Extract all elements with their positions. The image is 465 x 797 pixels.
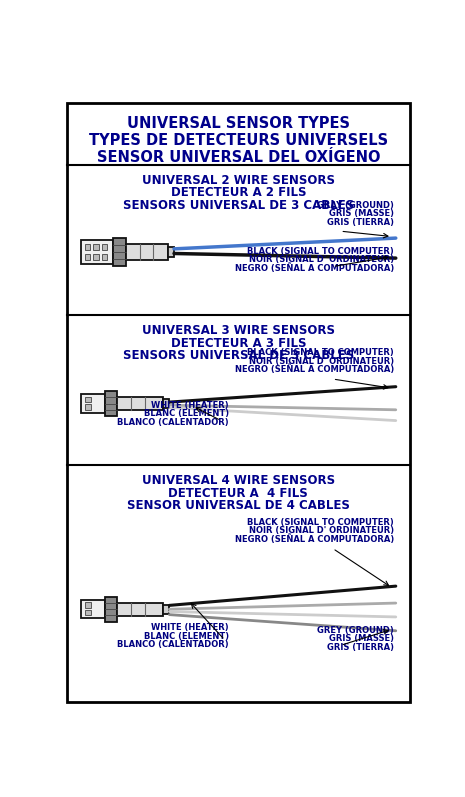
Text: BLANCO (CALENTADOR): BLANCO (CALENTADOR)	[117, 640, 229, 650]
Text: GRIS (TIERRA): GRIS (TIERRA)	[327, 642, 394, 652]
Bar	[102, 254, 107, 261]
Text: BLANC (ELEMENT): BLANC (ELEMENT)	[144, 410, 229, 418]
Bar	[117, 397, 163, 410]
Bar	[81, 600, 106, 618]
Text: UNIVERSAL 4 WIRE SENSORS: UNIVERSAL 4 WIRE SENSORS	[142, 474, 335, 488]
Text: BLACK (SIGNAL TO COMPUTER): BLACK (SIGNAL TO COMPUTER)	[247, 348, 394, 357]
Text: NOIR (SIGNAL D' ORDINATEUR): NOIR (SIGNAL D' ORDINATEUR)	[249, 357, 394, 366]
Text: NEGRO (SEÑAL A COMPUTADORA): NEGRO (SEÑAL A COMPUTADORA)	[235, 534, 394, 544]
Text: DETECTEUR A 3 FILS: DETECTEUR A 3 FILS	[171, 336, 306, 350]
Bar	[81, 395, 106, 413]
Bar	[81, 240, 113, 265]
Text: BLANCO (CALENTADOR): BLANCO (CALENTADOR)	[117, 418, 229, 426]
Bar	[93, 254, 99, 261]
Bar	[113, 238, 126, 266]
Bar	[117, 603, 163, 616]
Bar	[93, 244, 99, 250]
Text: UNIVERSAL 3 WIRE SENSORS: UNIVERSAL 3 WIRE SENSORS	[142, 324, 335, 337]
Bar	[168, 246, 174, 257]
Bar	[163, 605, 169, 614]
Text: SENSOR UNIVERSAL DE 4 CABLES: SENSOR UNIVERSAL DE 4 CABLES	[127, 499, 350, 512]
Text: TYPES DE DETECTEURS UNIVERSELS: TYPES DE DETECTEURS UNIVERSELS	[89, 132, 388, 147]
Bar	[102, 244, 107, 250]
Text: UNIVERSAL 2 WIRE SENSORS: UNIVERSAL 2 WIRE SENSORS	[142, 175, 335, 187]
Bar	[86, 603, 91, 607]
Text: DETECTEUR A  4 FILS: DETECTEUR A 4 FILS	[168, 487, 308, 500]
Text: WHITE (HEATER): WHITE (HEATER)	[151, 623, 229, 632]
Bar	[163, 399, 169, 408]
Text: SENSOR UNIVERSAL DEL OXÍGENO: SENSOR UNIVERSAL DEL OXÍGENO	[97, 150, 380, 164]
Text: GRIS (TIERRA): GRIS (TIERRA)	[327, 218, 394, 226]
Text: WHITE (HEATER): WHITE (HEATER)	[151, 401, 229, 410]
Bar	[106, 391, 117, 416]
Text: BLACK (SIGNAL TO COMPUTER): BLACK (SIGNAL TO COMPUTER)	[247, 247, 394, 256]
Bar	[86, 610, 91, 615]
Text: NOIR (SIGNAL D' ORDINATEUR): NOIR (SIGNAL D' ORDINATEUR)	[249, 255, 394, 265]
Text: SENSORS UNIVERSAL DE 3 CABLES: SENSORS UNIVERSAL DE 3 CABLES	[123, 349, 354, 362]
Bar	[86, 404, 91, 410]
Text: UNIVERSAL SENSOR TYPES: UNIVERSAL SENSOR TYPES	[127, 116, 350, 131]
Text: NEGRO (SEÑAL A COMPUTADORA): NEGRO (SEÑAL A COMPUTADORA)	[235, 263, 394, 273]
Text: GREY (GROUND): GREY (GROUND)	[318, 626, 394, 634]
Text: BLANC (ELEMENT): BLANC (ELEMENT)	[144, 632, 229, 641]
Bar	[126, 244, 168, 260]
Bar	[85, 244, 90, 250]
Bar	[86, 397, 91, 402]
Text: GRIS (MASSE): GRIS (MASSE)	[329, 634, 394, 643]
Bar	[85, 254, 90, 261]
Text: BLACK (SIGNAL TO COMPUTER): BLACK (SIGNAL TO COMPUTER)	[247, 518, 394, 527]
Text: GRAY (GROUND): GRAY (GROUND)	[317, 201, 394, 210]
Text: GRIS (MASSE): GRIS (MASSE)	[329, 209, 394, 218]
Text: NEGRO (SEÑAL A COMPUTADORA): NEGRO (SEÑAL A COMPUTADORA)	[235, 364, 394, 375]
Bar	[106, 597, 117, 622]
Text: SENSORS UNIVERSAL DE 3 CABLES: SENSORS UNIVERSAL DE 3 CABLES	[123, 198, 354, 212]
Text: NOIR (SIGNAL D' ORDINATEUR): NOIR (SIGNAL D' ORDINATEUR)	[249, 526, 394, 536]
Text: DETECTEUR A 2 FILS: DETECTEUR A 2 FILS	[171, 186, 306, 199]
